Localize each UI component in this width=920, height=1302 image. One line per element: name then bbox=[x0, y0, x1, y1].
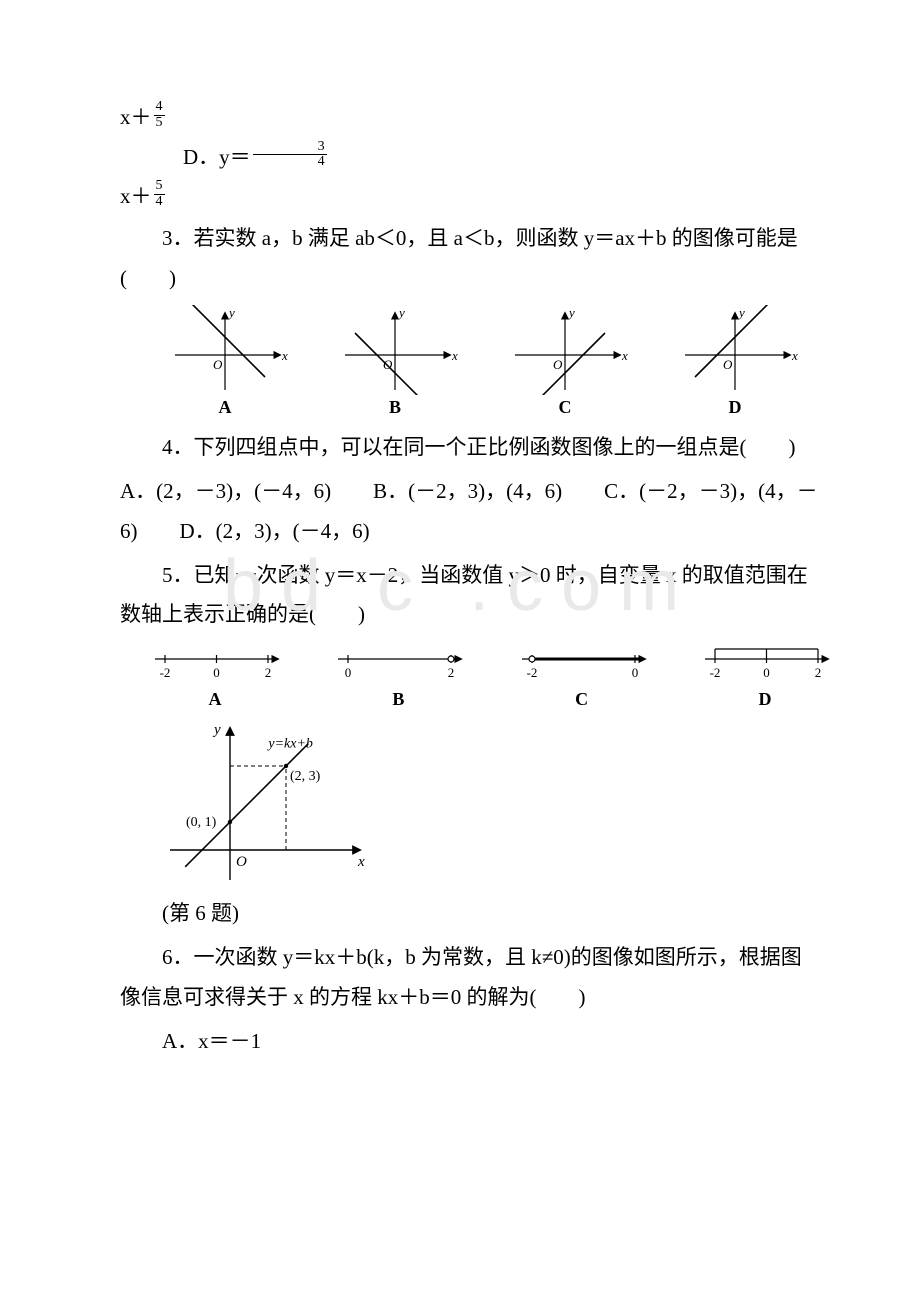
q6-caption: (第 6 题) bbox=[120, 894, 820, 934]
svg-text:2: 2 bbox=[265, 665, 272, 680]
frag1-prefix: x＋ bbox=[120, 105, 152, 129]
svg-text:x: x bbox=[281, 348, 288, 363]
svg-text:x: x bbox=[791, 348, 798, 363]
q4-options: A．(2，－3)，(－4，6) B．(－2，3)，(4，6) C．(－2，－3)… bbox=[120, 472, 820, 552]
fraction-4-5: 45 bbox=[154, 100, 165, 130]
q3-figures: OxyAOxyBOxyCOxyD bbox=[160, 305, 800, 418]
q3-label: B bbox=[330, 397, 460, 418]
svg-text:x: x bbox=[621, 348, 628, 363]
frag-line-2: D．y＝34 bbox=[120, 140, 820, 176]
svg-text:y: y bbox=[227, 305, 235, 320]
q5-option-a: -2 0 2 A bbox=[140, 641, 290, 710]
q3-text: 3．若实数 a，b 满足 ab＜0，且 a＜b，则函数 y＝ax＋b 的图像可能… bbox=[120, 219, 820, 299]
option-d-prefix: D．y＝ bbox=[183, 145, 251, 169]
fraction-3-4: 34 bbox=[253, 140, 327, 170]
svg-text:0: 0 bbox=[631, 665, 638, 680]
q5-label: C bbox=[507, 689, 657, 710]
svg-text:-2: -2 bbox=[526, 665, 537, 680]
fraction-5-4: 54 bbox=[154, 179, 165, 209]
frag3-prefix: x＋ bbox=[120, 184, 152, 208]
q5-option-d: -2 0 2 D bbox=[690, 641, 840, 710]
frag-line-3: x＋54 bbox=[120, 179, 820, 215]
q5-text: 5．已知一次函数 y＝x－2，当函数值 y＞0 时，自变量 x 的取值范围在数轴… bbox=[120, 556, 820, 636]
q3-label: D bbox=[670, 397, 800, 418]
q6-graph: Ox y y=kx+b (2, 3) (0, 1) bbox=[160, 720, 370, 890]
page: x＋45 D．y＝34 x＋54 3．若实数 a，b 满足 ab＜0，且 a＜b… bbox=[0, 0, 920, 1302]
svg-text:O: O bbox=[236, 854, 247, 870]
q6-text: 6．一次函数 y＝kx＋b(k，b 为常数，且 k≠0)的图像如图所示，根据图像… bbox=[120, 938, 820, 1018]
svg-text:0: 0 bbox=[213, 665, 220, 680]
svg-text:O: O bbox=[213, 357, 223, 372]
q3-option-d: Ox y D bbox=[670, 305, 800, 418]
svg-text:2: 2 bbox=[815, 665, 822, 680]
svg-text:x: x bbox=[357, 854, 365, 870]
q4-text: 4．下列四组点中，可以在同一个正比例函数图像上的一组点是( ) bbox=[120, 428, 820, 468]
svg-text:y: y bbox=[397, 305, 405, 320]
frag-line-1: x＋45 bbox=[120, 100, 820, 136]
svg-text:0: 0 bbox=[345, 665, 352, 680]
q5-label: A bbox=[140, 689, 290, 710]
svg-text:x: x bbox=[451, 348, 458, 363]
svg-text:y=kx+b: y=kx+b bbox=[266, 737, 313, 752]
q3-option-c: Ox y C bbox=[500, 305, 630, 418]
q6-option-a: A．x＝－1 bbox=[120, 1022, 820, 1062]
svg-text:y: y bbox=[212, 722, 221, 738]
svg-text:2: 2 bbox=[448, 665, 455, 680]
q5-label: B bbox=[323, 689, 473, 710]
q3-label: A bbox=[160, 397, 290, 418]
q5-option-c: -2 0 C bbox=[507, 641, 657, 710]
q5-label: D bbox=[690, 689, 840, 710]
svg-text:(2, 3): (2, 3) bbox=[290, 769, 321, 784]
svg-text:(0, 1): (0, 1) bbox=[186, 815, 217, 830]
q3-option-a: Ox y A bbox=[160, 305, 290, 418]
svg-text:0: 0 bbox=[763, 665, 770, 680]
q5-figures: -2 0 2 A 0 2 B -2 0 C -2 0 2 D bbox=[140, 641, 840, 710]
q6-graph-container: Ox y y=kx+b (2, 3) (0, 1) bbox=[160, 720, 820, 890]
svg-text:y: y bbox=[567, 305, 575, 320]
svg-text:-2: -2 bbox=[710, 665, 721, 680]
svg-text:y: y bbox=[737, 305, 745, 320]
svg-text:O: O bbox=[553, 357, 563, 372]
svg-text:-2: -2 bbox=[160, 665, 171, 680]
q3-option-b: OxyB bbox=[330, 305, 460, 418]
svg-text:O: O bbox=[723, 357, 733, 372]
q3-label: C bbox=[500, 397, 630, 418]
q5-option-b: 0 2 B bbox=[323, 641, 473, 710]
